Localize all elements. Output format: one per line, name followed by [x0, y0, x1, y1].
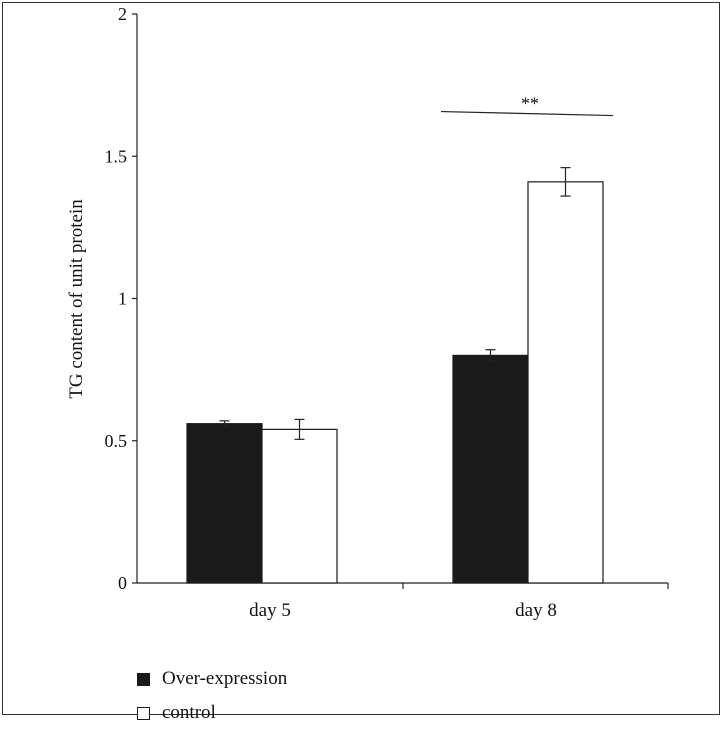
legend-swatch-control [137, 706, 150, 720]
x-tick-label-1: day 8 [515, 600, 557, 621]
legend-swatch-over-expression [137, 672, 150, 686]
bar-day-8-series-0 [452, 354, 529, 584]
bar-day-8-series-1 [527, 181, 604, 584]
legend-item-over-expression: Over-expression [137, 662, 287, 696]
legend-label-control: control [162, 702, 216, 723]
y-axis-label: TG content of unit protein [66, 199, 87, 399]
y-tick-label-3: 1.5 [105, 146, 128, 166]
figure-frame [2, 2, 720, 715]
significance-label-0: ** [521, 94, 539, 114]
legend-item-control: control [137, 696, 287, 730]
x-tick-label-0: day 5 [249, 600, 291, 621]
legend: Over-expression control [137, 662, 287, 730]
legend-label-over-expression: Over-expression [162, 668, 288, 689]
significance-line-0 [440, 110, 614, 117]
y-tick-label-0: 0 [118, 573, 127, 593]
y-tick-label-4: 2 [118, 4, 127, 24]
bar-day-5-series-0 [186, 423, 263, 584]
y-tick-label-1: 0.5 [105, 431, 128, 451]
y-tick-label-2: 1 [118, 289, 127, 309]
bar-day-5-series-1 [261, 428, 338, 584]
